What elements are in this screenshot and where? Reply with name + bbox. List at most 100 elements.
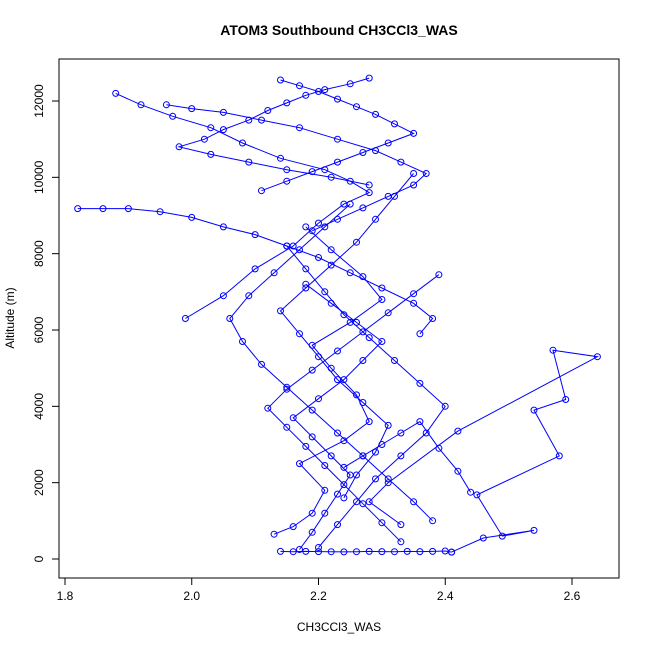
data-point bbox=[283, 177, 291, 185]
data-point bbox=[378, 548, 386, 556]
data-point bbox=[245, 292, 253, 300]
data-point bbox=[219, 126, 227, 134]
data-point bbox=[308, 433, 316, 441]
data-point bbox=[359, 399, 367, 406]
data-point bbox=[296, 546, 303, 553]
data-point bbox=[258, 360, 265, 368]
data-point bbox=[384, 421, 392, 429]
data-point bbox=[239, 338, 246, 345]
data-point bbox=[327, 548, 335, 556]
x-tick-label: 2.2 bbox=[310, 589, 327, 603]
data-point bbox=[270, 269, 278, 277]
data-point bbox=[346, 471, 354, 479]
x-tick-label: 2.4 bbox=[437, 589, 454, 603]
series-line bbox=[286, 245, 446, 548]
data-point bbox=[416, 418, 424, 426]
data-point bbox=[397, 452, 405, 460]
data-point bbox=[410, 181, 418, 189]
data-point bbox=[359, 357, 367, 364]
data-point bbox=[315, 254, 322, 261]
data-point bbox=[239, 139, 246, 147]
data-point bbox=[334, 347, 341, 355]
data-point bbox=[372, 475, 379, 483]
data-point bbox=[296, 246, 303, 254]
data-point bbox=[365, 498, 373, 506]
data-point bbox=[321, 462, 329, 469]
data-point bbox=[353, 318, 360, 326]
chart-title: ATOM3 Southbound CH3CCl3_WAS bbox=[220, 22, 457, 38]
data-point bbox=[435, 444, 443, 452]
data-point bbox=[416, 548, 424, 556]
data-point bbox=[289, 548, 297, 556]
data-point bbox=[391, 120, 398, 128]
data-point bbox=[327, 299, 335, 307]
data-point bbox=[283, 242, 291, 250]
data-point bbox=[327, 173, 335, 181]
x-axis-label: CH3CCl3_WAS bbox=[297, 620, 381, 634]
data-point bbox=[308, 366, 316, 374]
data-point bbox=[162, 101, 170, 109]
data-point bbox=[264, 107, 272, 114]
data-point bbox=[308, 406, 316, 414]
data-point bbox=[315, 544, 322, 551]
data-point bbox=[422, 170, 430, 177]
series-line bbox=[343, 420, 472, 493]
series-line bbox=[77, 208, 434, 335]
data-point bbox=[473, 491, 481, 499]
data-point bbox=[296, 330, 303, 338]
data-point bbox=[334, 95, 341, 103]
data-point bbox=[207, 150, 215, 158]
series-layer bbox=[74, 74, 601, 556]
data-point bbox=[353, 498, 360, 506]
data-point bbox=[359, 204, 367, 212]
data-point bbox=[340, 481, 348, 489]
data-point bbox=[277, 154, 284, 162]
data-point bbox=[219, 108, 227, 116]
data-point bbox=[277, 547, 284, 555]
data-point bbox=[378, 338, 386, 345]
data-point bbox=[353, 103, 360, 111]
data-point bbox=[302, 284, 310, 292]
data-point bbox=[321, 509, 329, 517]
data-point bbox=[359, 149, 367, 156]
data-point bbox=[188, 105, 196, 113]
data-point bbox=[359, 500, 367, 508]
data-point bbox=[384, 479, 392, 487]
data-point bbox=[384, 475, 392, 483]
data-point bbox=[340, 494, 348, 502]
data-point bbox=[258, 116, 265, 124]
data-point bbox=[219, 223, 227, 231]
data-point bbox=[327, 261, 335, 269]
data-point bbox=[251, 231, 259, 239]
data-point bbox=[340, 437, 348, 445]
data-point bbox=[321, 486, 329, 494]
data-point bbox=[188, 213, 196, 221]
data-point bbox=[340, 463, 348, 471]
data-point bbox=[99, 205, 107, 213]
data-point bbox=[410, 170, 418, 177]
data-point bbox=[340, 548, 348, 556]
data-point bbox=[378, 296, 386, 303]
series-line bbox=[166, 104, 428, 232]
data-point bbox=[264, 404, 272, 412]
data-point bbox=[175, 143, 183, 151]
data-point bbox=[219, 292, 227, 300]
data-point bbox=[277, 307, 284, 315]
data-point bbox=[327, 452, 335, 460]
data-point bbox=[112, 89, 120, 97]
data-point bbox=[302, 223, 310, 231]
y-axis-label: Altitude (m) bbox=[3, 287, 17, 348]
data-point bbox=[302, 547, 310, 555]
data-point bbox=[435, 271, 443, 279]
x-tick-label: 2.0 bbox=[183, 589, 200, 603]
data-point bbox=[441, 402, 449, 410]
data-point bbox=[397, 538, 405, 546]
data-point bbox=[169, 112, 177, 120]
series-line bbox=[273, 226, 383, 535]
x-tick-label: 2.6 bbox=[564, 589, 581, 603]
data-point bbox=[530, 406, 538, 414]
data-point bbox=[200, 135, 208, 143]
data-point bbox=[315, 395, 322, 403]
